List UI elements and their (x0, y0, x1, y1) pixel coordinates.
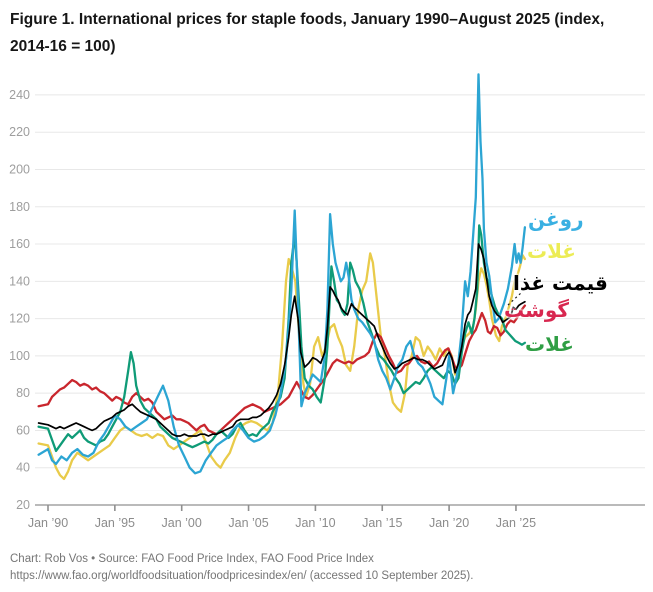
series-label-meat: گوشت (504, 298, 570, 322)
chart-footer: Chart: Rob Vos • Source: FAO Food Price … (10, 551, 645, 586)
x-tick-label-2015: Jan ’15 (362, 516, 402, 530)
y-tick-label-20: 20 (16, 498, 30, 512)
y-tick-label-100: 100 (9, 349, 30, 363)
y-tick-label-80: 80 (16, 386, 30, 400)
series-line-vegetable-oil (37, 73, 527, 475)
x-tick-label-2025: Jan ’25 (496, 516, 536, 530)
footer-url-line: https://www.fao.org/worldfoodsituation/f… (10, 570, 474, 583)
x-tick-label-1990: Jan ’90 (28, 516, 68, 530)
x-tick-label-2000: Jan ’00 (162, 516, 202, 530)
series-label-vegetable-oil: روغن (528, 207, 584, 231)
y-tick-label-120: 120 (9, 312, 30, 326)
footer-source-line: Chart: Rob Vos • Source: FAO Food Price … (10, 553, 374, 565)
y-tick-label-200: 200 (9, 162, 30, 176)
y-tick-label-240: 240 (9, 88, 30, 102)
x-tick-label-1995: Jan ’95 (95, 516, 135, 530)
series-line-meat (37, 304, 527, 436)
x-tick-label-2010: Jan ’10 (295, 516, 335, 530)
series-label-yellow-cereals: غلات (527, 239, 576, 263)
y-tick-label-60: 60 (16, 423, 30, 437)
y-tick-label-180: 180 (9, 200, 30, 214)
y-tick-label-160: 160 (9, 237, 30, 251)
x-tick-label-2020: Jan ’20 (429, 516, 469, 530)
page-title: Figure 1. International prices for stapl… (10, 11, 605, 55)
series-line-yellow-cereals (37, 252, 527, 481)
y-tick-label-140: 140 (9, 274, 30, 288)
series-label-green-cereals: غلات (525, 332, 574, 356)
series-line-food-price-index (37, 243, 526, 437)
series-label-food-price: قیمت غذا (513, 271, 608, 295)
y-tick-label-220: 220 (9, 125, 30, 139)
y-tick-label-40: 40 (16, 461, 30, 475)
x-tick-label-2005: Jan ’05 (228, 516, 268, 530)
series-line-green-cereals (37, 224, 527, 453)
